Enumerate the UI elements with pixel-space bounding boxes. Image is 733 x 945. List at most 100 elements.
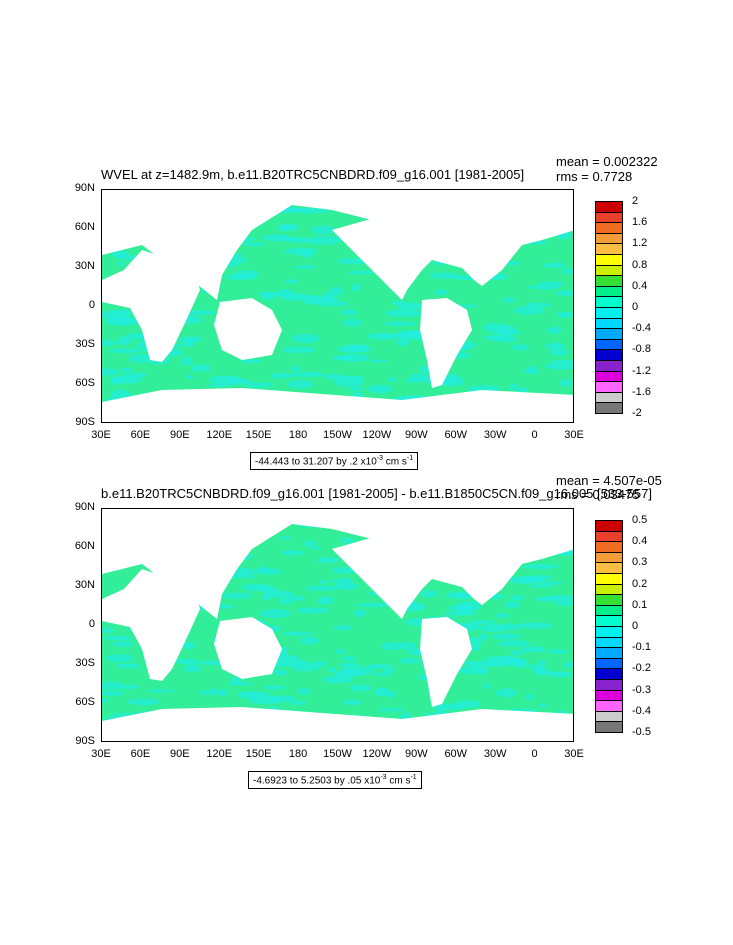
field-texture [482, 683, 491, 689]
longitude-tick-label: 120W [362, 429, 392, 441]
colorbar-segment [595, 402, 623, 414]
field-texture [563, 661, 573, 668]
field-texture [513, 306, 544, 315]
field-texture [257, 292, 282, 296]
field-texture [102, 340, 117, 347]
longitude-tick-label: 60E [130, 748, 151, 760]
longitude-tick-label: 180 [288, 429, 308, 441]
field-texture [510, 595, 525, 601]
colorbar-label: 0.8 [632, 258, 648, 271]
land-mask [102, 707, 573, 741]
field-texture [274, 655, 299, 662]
field-texture [462, 622, 481, 631]
field-texture [270, 372, 293, 379]
field-texture [265, 590, 294, 598]
field-texture [544, 362, 573, 370]
field-texture [119, 367, 133, 373]
field-texture [491, 633, 521, 640]
field-texture [369, 359, 389, 363]
field-texture [289, 237, 313, 243]
colorbar-label: -0.5 [632, 726, 651, 738]
longitude-tick-label: 120E [206, 429, 233, 441]
field-texture [295, 607, 330, 614]
field-texture [420, 590, 439, 598]
land-mask [102, 388, 573, 422]
field-texture [550, 348, 569, 356]
longitude-tick-label: 60E [130, 429, 151, 441]
field-texture [520, 577, 541, 583]
colorbar-label: 0.3 [632, 556, 648, 569]
field-texture [341, 667, 374, 676]
field-texture [527, 285, 561, 290]
field-texture [545, 342, 565, 350]
field-texture [318, 580, 328, 585]
longitude-tick-label: 30W [483, 748, 507, 760]
latitude-tick-label: 90N [74, 501, 95, 513]
plot-title: b.e11.B20TRC5CNBDRD.f09_g16.001 [1981-20… [101, 486, 652, 501]
longitude-tick-label: 90E [170, 748, 190, 760]
colorbar-label: -1.6 [632, 385, 651, 398]
field-texture [327, 666, 337, 673]
field-texture [282, 346, 317, 354]
longitude-tick-label: 90E [170, 429, 190, 441]
field-texture [484, 655, 520, 664]
field-texture [310, 225, 336, 235]
field-texture [463, 661, 474, 666]
field-texture [338, 354, 370, 362]
land-mask [442, 202, 502, 250]
field-texture [277, 224, 298, 232]
field-texture [293, 208, 329, 214]
field-texture [262, 234, 291, 242]
field-texture [290, 371, 325, 378]
field-texture [179, 336, 205, 342]
field-texture [534, 666, 550, 676]
field-texture [385, 309, 421, 317]
latitude-tick-label: 30S [75, 657, 95, 669]
field-texture [456, 606, 473, 614]
field-texture [264, 685, 286, 690]
field-texture [346, 270, 377, 275]
field-texture [234, 270, 260, 279]
field-texture [111, 375, 143, 384]
field-texture [341, 537, 354, 544]
field-texture [376, 707, 407, 712]
field-texture [488, 662, 507, 667]
field-texture [287, 380, 315, 389]
field-texture [241, 691, 271, 696]
field-texture [517, 622, 553, 629]
contour-range-label: -44.443 to 31.207 by .2 x10-3 cm s-1 [250, 452, 419, 471]
colorbar-label: -0.1 [632, 641, 651, 654]
longitude-tick-label: 0 [531, 748, 538, 760]
field-texture [291, 365, 301, 372]
field-texture [183, 664, 201, 673]
field-texture [333, 378, 365, 387]
colorbar-label: 0.4 [632, 535, 648, 548]
field-texture [221, 592, 252, 599]
field-texture [396, 302, 423, 310]
field-texture [482, 323, 510, 332]
field-texture [383, 321, 418, 327]
field-texture [523, 564, 559, 570]
field-texture [330, 567, 358, 574]
field-texture [208, 383, 232, 388]
land-mask [332, 195, 462, 300]
field-texture [535, 596, 558, 602]
field-texture [290, 334, 320, 343]
colorbar-label: 0 [632, 620, 639, 632]
field-texture [241, 583, 272, 592]
field-texture [337, 258, 368, 265]
colorbar-label: 1.2 [632, 237, 648, 250]
land-mask [420, 298, 472, 388]
longitude-tick-label: 150W [323, 748, 352, 760]
field-texture [554, 600, 573, 606]
field-texture [280, 293, 312, 301]
field-texture [174, 658, 201, 665]
field-texture [241, 359, 262, 363]
field-texture [351, 283, 362, 292]
field-texture [445, 591, 472, 599]
field-texture [543, 262, 567, 268]
field-texture [436, 709, 445, 713]
field-texture [261, 594, 272, 600]
longitude-tick-label: 180 [288, 748, 308, 760]
longitude-tick-label: 60W [444, 429, 468, 441]
